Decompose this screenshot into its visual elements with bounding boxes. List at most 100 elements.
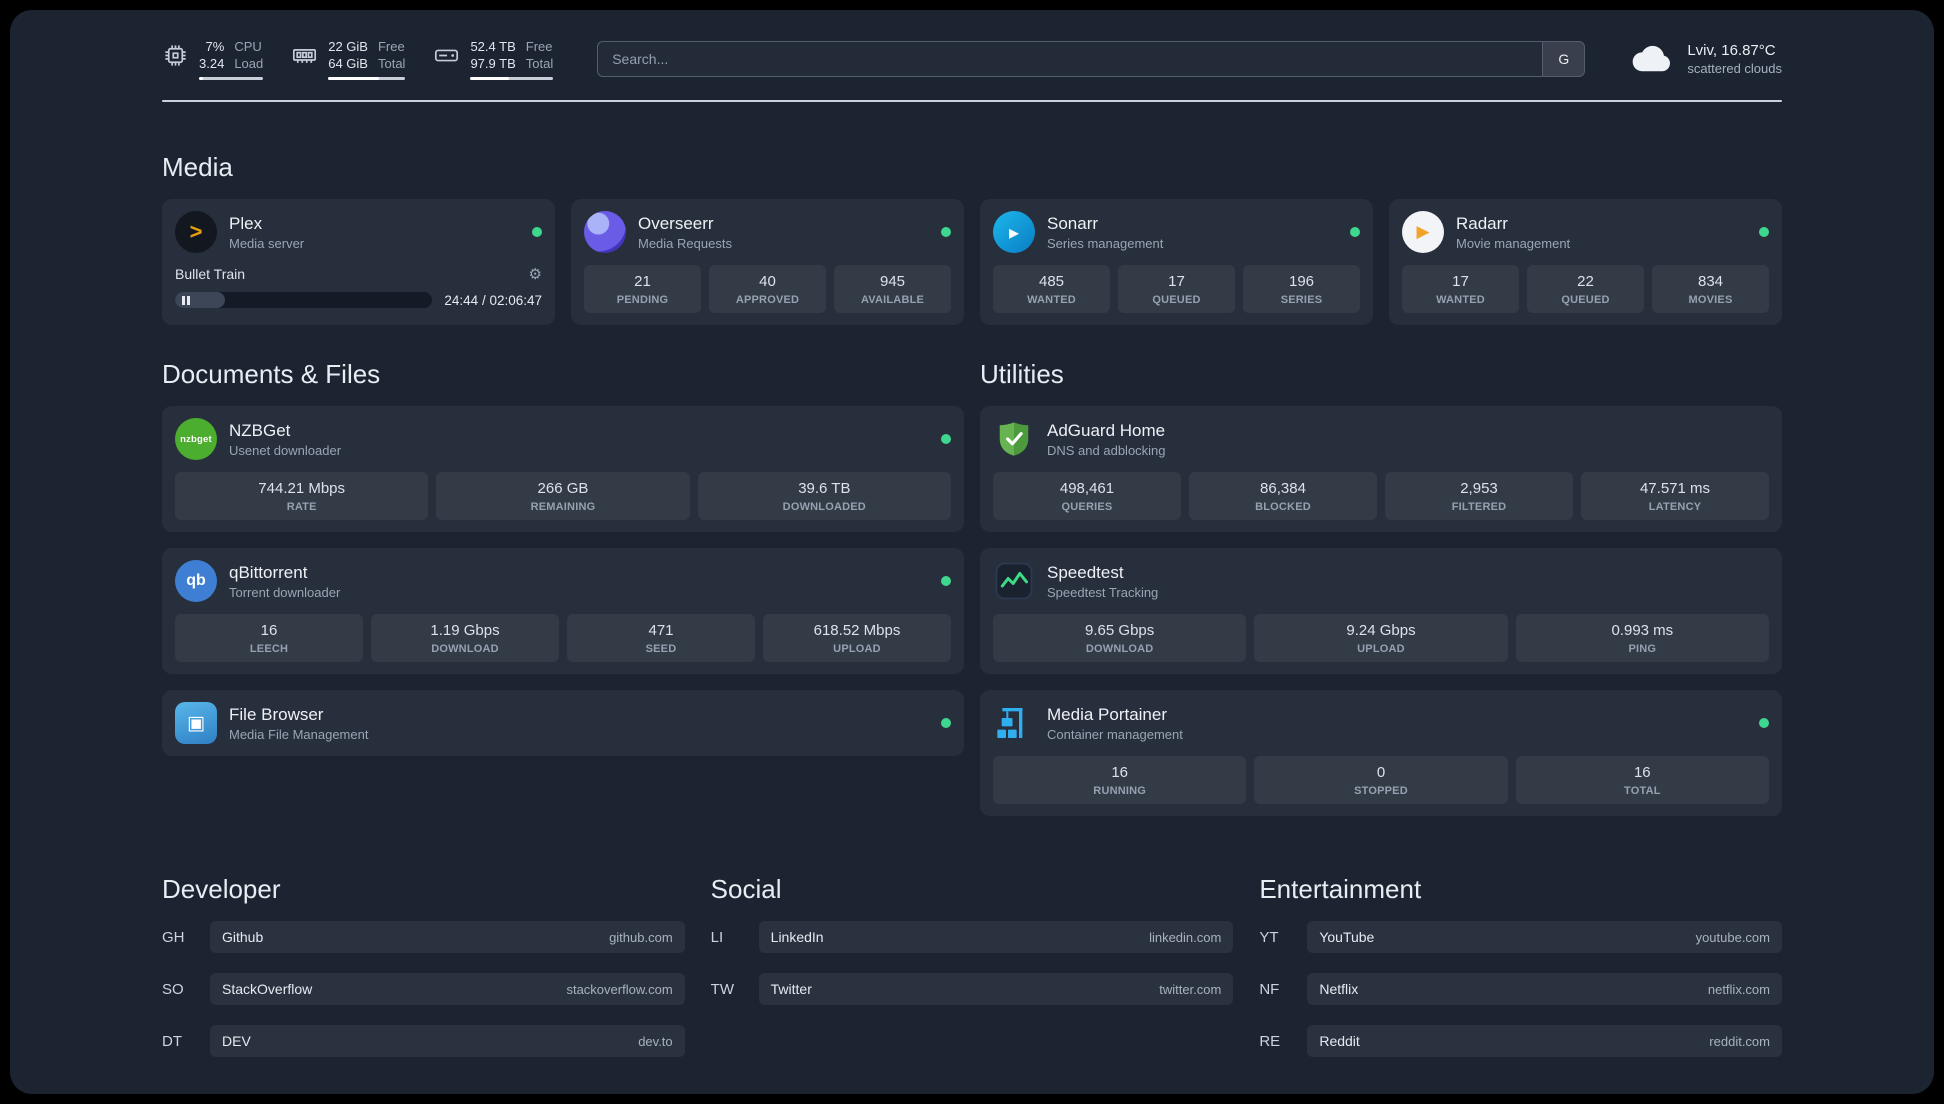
bookmark-name: StackOverflow <box>222 981 313 997</box>
stats-row: 16 LEECH 1.19 Gbps DOWNLOAD 471 SEED 6 <box>175 614 951 662</box>
stat-tile: 86,384 BLOCKED <box>1189 472 1377 520</box>
bookmark-group-entertainment: Entertainment YT YouTube youtube.com NF … <box>1259 874 1782 1057</box>
overseerr-icon <box>584 211 626 253</box>
utilities-section: Utilities <box>980 359 1782 816</box>
stat-tile: 0.993 ms PING <box>1515 614 1769 662</box>
stat-value: 47.571 ms <box>1639 480 1711 497</box>
service-name: Plex <box>229 214 263 233</box>
playback-progress-bar[interactable] <box>175 292 433 308</box>
stats-row: 21 PENDING 40 APPROVED 945 AVAILABLE <box>584 265 951 313</box>
service-name: Overseerr <box>638 214 714 233</box>
portainer-icon <box>993 702 1035 744</box>
stat-tile: 22 QUEUED <box>1527 265 1644 313</box>
stat-label: FILTERED <box>1451 501 1507 513</box>
search-provider-button[interactable]: G <box>1542 42 1585 76</box>
status-dot <box>941 227 951 237</box>
stat-value: 485 <box>1038 273 1065 290</box>
disk-icon <box>433 42 460 69</box>
bookmark-youtube[interactable]: YT YouTube youtube.com <box>1259 921 1782 953</box>
adguard-icon <box>993 418 1035 460</box>
stat-tile: 39.6 TB DOWNLOADED <box>697 472 951 520</box>
stat-label: LATENCY <box>1648 501 1702 513</box>
service-subtitle: Usenet downloader <box>229 443 342 458</box>
bookmark-twitter[interactable]: TW Twitter twitter.com <box>711 973 1234 1005</box>
bookmarks-area: Developer GH Github github.com SO StackO… <box>162 874 1782 1094</box>
bookmark-dev[interactable]: DT DEV dev.to <box>162 1025 685 1057</box>
bookmark-stackoverflow[interactable]: SO StackOverflow stackoverflow.com <box>162 973 685 1005</box>
card-head: AdGuard Home DNS and adblocking <box>993 418 1769 460</box>
service-subtitle: Media File Management <box>229 727 369 742</box>
card-head: qb qBittorrent Torrent downloader <box>175 560 951 602</box>
memory-icon <box>291 42 318 69</box>
card-head: > Plex Media server <box>175 211 542 253</box>
stats-row: 485 WANTED 17 QUEUED 196 SERIES <box>993 265 1360 313</box>
stat-tile: 17 WANTED <box>1402 265 1519 313</box>
bookmark-name: Twitter <box>770 981 812 997</box>
divider <box>162 100 1782 102</box>
bookmark-reddit[interactable]: RE Reddit reddit.com <box>1259 1025 1782 1057</box>
service-card-radarr[interactable]: ▶ Radarr Movie management 17 WANTED 22 Q… <box>1389 199 1782 325</box>
service-subtitle: Container management <box>1047 727 1183 742</box>
search-input[interactable] <box>598 42 1543 76</box>
memory-metric-widget: 22 GiB 64 GiB Free Total <box>291 38 406 80</box>
stat-label: QUERIES <box>1061 501 1113 513</box>
status-dot <box>941 718 951 728</box>
now-playing-title: Bullet Train <box>175 266 246 282</box>
status-dot <box>941 434 951 444</box>
disk-total-value: 97.9 TB <box>470 56 516 71</box>
bookmark-github[interactable]: GH Github github.com <box>162 921 685 953</box>
stat-value: 1.19 Gbps <box>430 622 500 639</box>
stat-tile: 498,461 QUERIES <box>993 472 1181 520</box>
stat-label: DOWNLOAD <box>431 643 499 655</box>
stat-label: RATE <box>286 501 317 513</box>
stat-tile: 17 QUEUED <box>1118 265 1235 313</box>
stat-value: 9.24 Gbps <box>1346 622 1416 639</box>
memory-free-value: 22 GiB <box>328 39 368 54</box>
disk-free-label: Free <box>525 39 553 54</box>
service-card-plex[interactable]: > Plex Media server Bullet Train ⚙ <box>162 199 555 325</box>
service-subtitle: Torrent downloader <box>229 585 341 600</box>
stat-label: PENDING <box>616 294 669 306</box>
service-name: Media Portainer <box>1047 705 1168 724</box>
cloud-icon <box>1629 41 1675 77</box>
service-card-adguard[interactable]: AdGuard Home DNS and adblocking 498,461 … <box>980 406 1782 532</box>
pause-icon[interactable] <box>182 295 190 305</box>
service-card-qbittorrent[interactable]: qb qBittorrent Torrent downloader 16 LEE… <box>162 548 964 674</box>
service-card-portainer[interactable]: Media Portainer Container management 16 … <box>980 690 1782 816</box>
stat-tile: 471 SEED <box>567 614 755 662</box>
service-card-speedtest[interactable]: Speedtest Speedtest Tracking 9.65 Gbps D… <box>980 548 1782 674</box>
stat-label: SEED <box>645 643 677 655</box>
bookmark-domain: stackoverflow.com <box>566 981 673 997</box>
bookmark-linkedin[interactable]: LI LinkedIn linkedin.com <box>711 921 1234 953</box>
bookmark-netflix[interactable]: NF Netflix netflix.com <box>1259 973 1782 1005</box>
stat-value: 39.6 TB <box>798 480 851 497</box>
bookmark-domain: netflix.com <box>1707 981 1770 997</box>
stat-tile: 834 MOVIES <box>1652 265 1769 313</box>
stat-value: 744.21 Mbps <box>258 480 346 497</box>
stat-label: QUEUED <box>1152 294 1201 306</box>
stat-label: MOVIES <box>1688 294 1733 306</box>
now-playing-bar-row: 24:44 / 02:06:47 <box>175 292 542 308</box>
service-card-overseerr[interactable]: Overseerr Media Requests 21 PENDING 40 A… <box>571 199 964 325</box>
service-card-nzbget[interactable]: nzbget NZBGet Usenet downloader 744.21 M… <box>162 406 964 532</box>
gear-icon[interactable]: ⚙ <box>528 266 542 283</box>
bookmark-domain: dev.to <box>638 1033 673 1049</box>
status-dot <box>532 227 542 237</box>
bookmark-domain: reddit.com <box>1709 1033 1770 1049</box>
cpu-usage-label: CPU <box>234 39 262 54</box>
playback-progress-fill <box>175 292 226 308</box>
bookmark-name: Reddit <box>1319 1033 1360 1049</box>
service-card-filebrowser[interactable]: ▣ File Browser Media File Management <box>162 690 964 756</box>
stat-tile: 9.24 Gbps UPLOAD <box>1254 614 1508 662</box>
bookmark-abbr: DT <box>162 1032 182 1050</box>
weather-widget: Lviv, 16.87°C scattered clouds <box>1629 41 1782 77</box>
stat-tile: 0 STOPPED <box>1254 756 1508 804</box>
service-card-sonarr[interactable]: ▸ Sonarr Series management 485 WANTED 17… <box>980 199 1373 325</box>
status-dot <box>941 576 951 586</box>
disk-progress-bar <box>470 77 554 80</box>
stats-row: 498,461 QUERIES 86,384 BLOCKED 2,953 FIL… <box>993 472 1769 520</box>
stat-label: RUNNING <box>1093 785 1147 797</box>
memory-total-label: Total <box>377 56 406 71</box>
stat-value: 16 <box>1111 764 1128 781</box>
cpu-icon <box>162 42 189 69</box>
